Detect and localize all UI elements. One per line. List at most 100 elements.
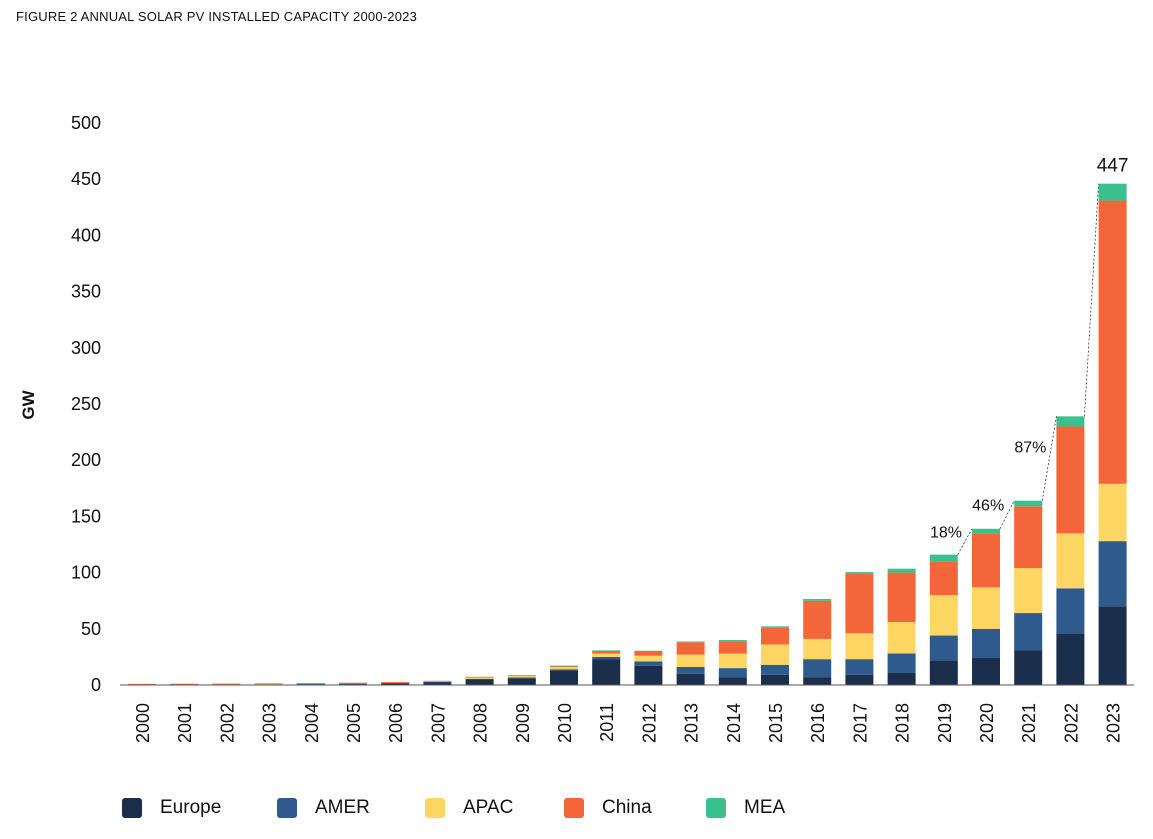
bar-segment-europe: [1014, 650, 1043, 685]
bar-segment-apac: [972, 587, 1000, 629]
x-tick-label: 2002: [217, 703, 237, 743]
bar-segment-europe: [507, 678, 536, 685]
x-tick-label: 2011: [597, 703, 617, 742]
bar-segment-amer: [423, 681, 452, 683]
bar-segment-europe: [339, 683, 367, 685]
bar-segment-apac: [887, 622, 916, 654]
y-tick-label: 0: [91, 675, 101, 695]
bar-segment-europe: [381, 683, 410, 685]
x-tick-label: 2001: [175, 703, 195, 743]
bar-segment-amer: [1098, 541, 1127, 607]
bar-segment-apac: [845, 633, 874, 660]
bars: [128, 183, 1127, 686]
bar-segment-china: [972, 533, 1000, 588]
bar-segment-europe: [634, 665, 663, 685]
bar-segment-europe: [423, 682, 452, 685]
y-tick-label: 150: [71, 506, 101, 526]
bar-segment-china: [507, 675, 536, 677]
bar-segment-china: [381, 681, 410, 683]
bar-segment-amer: [507, 677, 536, 679]
bar-segment-mea: [550, 665, 578, 667]
bar-segment-apac: [929, 595, 958, 636]
bar-segment-mea: [1014, 500, 1043, 507]
y-tick-label: 500: [71, 113, 101, 133]
bar-stack-2015: [761, 626, 789, 685]
bar-segment-china: [592, 650, 621, 654]
bar-segment-china: [296, 683, 325, 684]
bar-segment-amer: [296, 683, 325, 685]
legend-swatch: [277, 798, 297, 818]
bar-segment-china: [465, 676, 494, 678]
growth-connector: [957, 528, 973, 555]
legend-item-mea: MEA: [706, 797, 785, 819]
x-tick-label: 2017: [850, 703, 870, 743]
bar-stack-2016: [803, 599, 832, 685]
bar-segment-amer: [550, 669, 578, 671]
y-tick-label: 50: [81, 619, 101, 639]
bar-stack-2021: [1014, 500, 1043, 685]
x-tick-label: 2014: [724, 703, 744, 743]
bar-segment-amer: [929, 635, 958, 661]
bar-segment-mea: [803, 599, 832, 601]
bar-segment-europe: [592, 659, 621, 685]
bar-segment-china: [761, 627, 789, 645]
bar-segment-apac: [676, 654, 705, 668]
x-tick-label: 2021: [1019, 703, 1039, 743]
bar-segment-amer: [339, 683, 367, 685]
bar-segment-china: [128, 683, 156, 685]
bar-segment-apac: [718, 653, 747, 669]
bar-segment-china: [170, 683, 199, 685]
bar-segment-mea: [761, 626, 789, 628]
bar-segment-europe: [676, 673, 705, 685]
y-tick-label: 400: [71, 225, 101, 245]
x-tick-label: 2020: [977, 703, 997, 743]
x-tick-label: 2022: [1061, 703, 1081, 743]
bar-segment-amer: [972, 628, 1000, 659]
growth-connector: [1041, 416, 1057, 501]
legend-swatch: [564, 798, 584, 818]
bar-segment-europe: [1056, 633, 1085, 685]
x-tick-label: 2018: [893, 703, 913, 743]
bar-segment-china: [254, 683, 283, 685]
bar-segment-europe: [761, 674, 789, 685]
x-tick-label: 2009: [513, 703, 533, 743]
x-tick-label: 2006: [386, 703, 406, 743]
bar-segment-amer: [1056, 588, 1085, 634]
bar-segment-amer: [634, 661, 663, 666]
y-axis-label: GW: [19, 389, 38, 419]
bar-segment-apac: [1014, 568, 1043, 614]
bar-segment-apac: [507, 675, 536, 678]
x-tick-label: 2007: [428, 703, 448, 743]
bar-stack-2010: [550, 665, 578, 685]
y-tick-label: 350: [71, 282, 101, 302]
bar-segment-amer: [592, 656, 621, 660]
bar-segment-europe: [803, 677, 832, 685]
bar-stack-2005: [339, 682, 367, 685]
y-tick-label: 200: [71, 450, 101, 470]
bar-segment-mea: [676, 641, 705, 643]
legend-label: China: [602, 797, 652, 818]
bar-segment-china: [803, 600, 832, 639]
bar-segment-china: [929, 561, 958, 596]
growth-label: 87%: [1014, 439, 1046, 456]
bar-segment-amer: [1014, 613, 1043, 651]
bar-segment-europe: [550, 670, 578, 685]
bar-segment-mea: [634, 650, 663, 652]
legend-label: Europe: [160, 797, 222, 818]
growth-connector: [999, 500, 1015, 529]
legend-label: AMER: [315, 797, 370, 818]
x-tick-label: 2008: [471, 703, 491, 743]
legend-label: MEA: [744, 797, 786, 818]
bar-segment-europe: [718, 677, 747, 685]
bar-segment-europe: [972, 658, 1000, 685]
bar-segment-apac: [550, 667, 578, 670]
bar-segment-china: [1056, 426, 1085, 534]
bar-segment-europe: [929, 660, 958, 685]
bar-segment-europe: [465, 679, 494, 685]
bar-segment-mea: [1098, 183, 1127, 201]
x-tick-label: 2004: [302, 703, 322, 743]
legend-swatch: [122, 798, 142, 818]
y-tick-label: 450: [71, 169, 101, 189]
bar-segment-amer: [718, 668, 747, 678]
